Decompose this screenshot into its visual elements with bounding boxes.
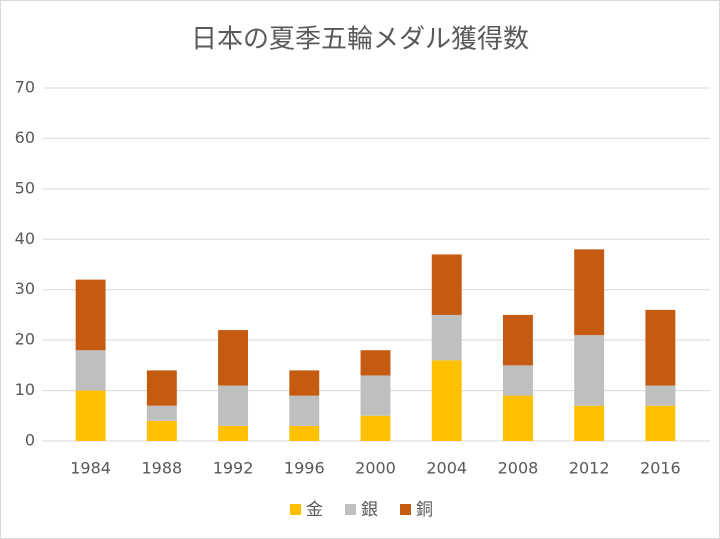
y-tick-label: 40 (15, 229, 35, 248)
bar-segment (146, 420, 177, 441)
bar-segment (431, 254, 462, 315)
bar-segment (218, 425, 249, 441)
bar-segment (75, 390, 106, 441)
y-tick-label: 50 (15, 178, 35, 197)
bar-segment (218, 385, 249, 426)
bar-segment (645, 385, 676, 406)
x-tick-label: 2008 (498, 459, 539, 478)
x-tick-label: 1984 (70, 459, 111, 478)
bar-segment (502, 314, 533, 366)
x-tick-label: 2004 (426, 459, 467, 478)
x-tick-label: 1992 (213, 459, 254, 478)
bar-segment (574, 249, 605, 336)
legend-label: 銀 (361, 500, 378, 520)
y-tick-label: 30 (15, 279, 35, 298)
legend-label: 金 (306, 500, 323, 520)
bar-segment (645, 309, 676, 386)
bar-segment (75, 279, 106, 351)
bar-segment (289, 370, 320, 396)
bar-segment (574, 335, 605, 406)
y-tick-label: 60 (15, 128, 35, 147)
x-tick-label: 1988 (141, 459, 182, 478)
legend-swatch (345, 504, 356, 515)
bar-segment (502, 395, 533, 441)
x-tick-label: 2012 (569, 459, 610, 478)
bar-segment (146, 370, 177, 406)
legend-label: 銅 (416, 500, 433, 520)
bar-segment (218, 330, 249, 386)
bar-segment (146, 405, 177, 421)
legend-swatch (290, 504, 301, 515)
bar-segment (645, 405, 676, 441)
y-tick-label: 20 (15, 330, 35, 349)
bar-segment (75, 350, 106, 391)
bar-segment (431, 314, 462, 361)
bar-segment (289, 425, 320, 441)
bar-segment (502, 365, 533, 396)
bar-segment (574, 405, 605, 441)
chart-title: 日本の夏季五輪メダル獲得数 (191, 25, 529, 55)
y-tick-label: 0 (25, 431, 35, 450)
x-tick-label: 2016 (640, 459, 681, 478)
legend-swatch (400, 504, 411, 515)
bar-segment (431, 360, 462, 441)
bar-segment (360, 375, 391, 416)
x-tick-label: 1996 (284, 459, 325, 478)
y-tick-label: 70 (15, 78, 35, 97)
bar-segment (360, 350, 391, 376)
bar-segment (289, 395, 320, 426)
y-tick-label: 10 (15, 380, 35, 399)
x-tick-label: 2000 (355, 459, 396, 478)
bar-segment (360, 415, 391, 441)
